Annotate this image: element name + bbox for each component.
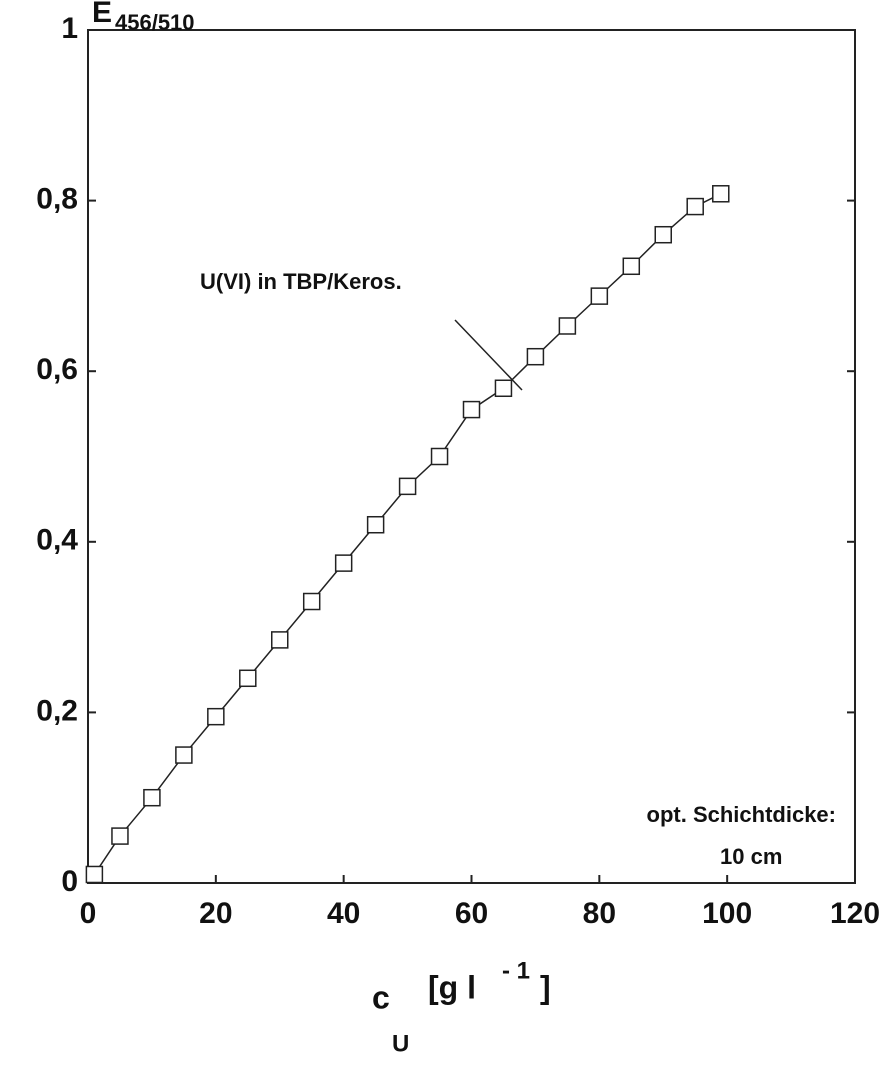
data-point <box>143 788 161 807</box>
x-axis-label-unit: [g l <box>428 969 476 1005</box>
x-tick-label: 20 <box>199 897 232 930</box>
data-point <box>494 379 513 398</box>
note: opt. Schichtdicke: <box>647 802 836 827</box>
annotation-leader <box>454 319 523 391</box>
data-point <box>622 257 641 276</box>
note: 10 cm <box>720 844 782 869</box>
data-point <box>207 707 225 726</box>
x-axis-label-sub: U <box>392 1030 409 1057</box>
data-point <box>175 746 193 764</box>
y-tick-label: 1 <box>61 12 78 45</box>
y-axis-label: E <box>92 0 112 29</box>
data-point <box>271 631 289 649</box>
x-tick-label: 120 <box>830 897 880 930</box>
data-point <box>462 400 481 419</box>
x-tick-label: 100 <box>702 897 752 930</box>
y-axis-label-sub: 456/510 <box>115 10 195 35</box>
data-point <box>302 592 321 611</box>
x-tick-label: 80 <box>583 897 616 930</box>
data-point <box>686 197 704 216</box>
x-tick-label: 40 <box>327 897 360 930</box>
annotation: U(VI) in TBP/Keros. <box>200 269 402 294</box>
x-tick-label: 0 <box>80 897 97 930</box>
data-point <box>712 185 730 203</box>
data-point <box>654 225 672 244</box>
data-point <box>239 669 257 688</box>
data-point <box>526 347 545 366</box>
fit-line <box>93 193 722 875</box>
data-point <box>366 515 385 534</box>
y-tick-label: 0,2 <box>36 694 78 727</box>
data-point <box>111 827 129 845</box>
x-axis-label: c <box>372 979 390 1015</box>
data-point <box>430 447 449 466</box>
y-tick-label: 0 <box>61 865 78 898</box>
y-tick-label: 0,8 <box>36 183 78 216</box>
x-axis-label-sup: - 1 <box>502 957 530 984</box>
data-point <box>590 287 609 305</box>
data-point <box>558 317 577 335</box>
data-point <box>398 477 417 496</box>
data-point <box>334 554 353 572</box>
plot-frame <box>87 29 856 884</box>
x-axis-label-close: ] <box>540 969 551 1005</box>
data-point <box>85 865 104 884</box>
x-tick-label: 60 <box>455 897 488 930</box>
y-tick-label: 0,4 <box>36 524 78 557</box>
y-tick-label: 0,6 <box>36 353 78 386</box>
